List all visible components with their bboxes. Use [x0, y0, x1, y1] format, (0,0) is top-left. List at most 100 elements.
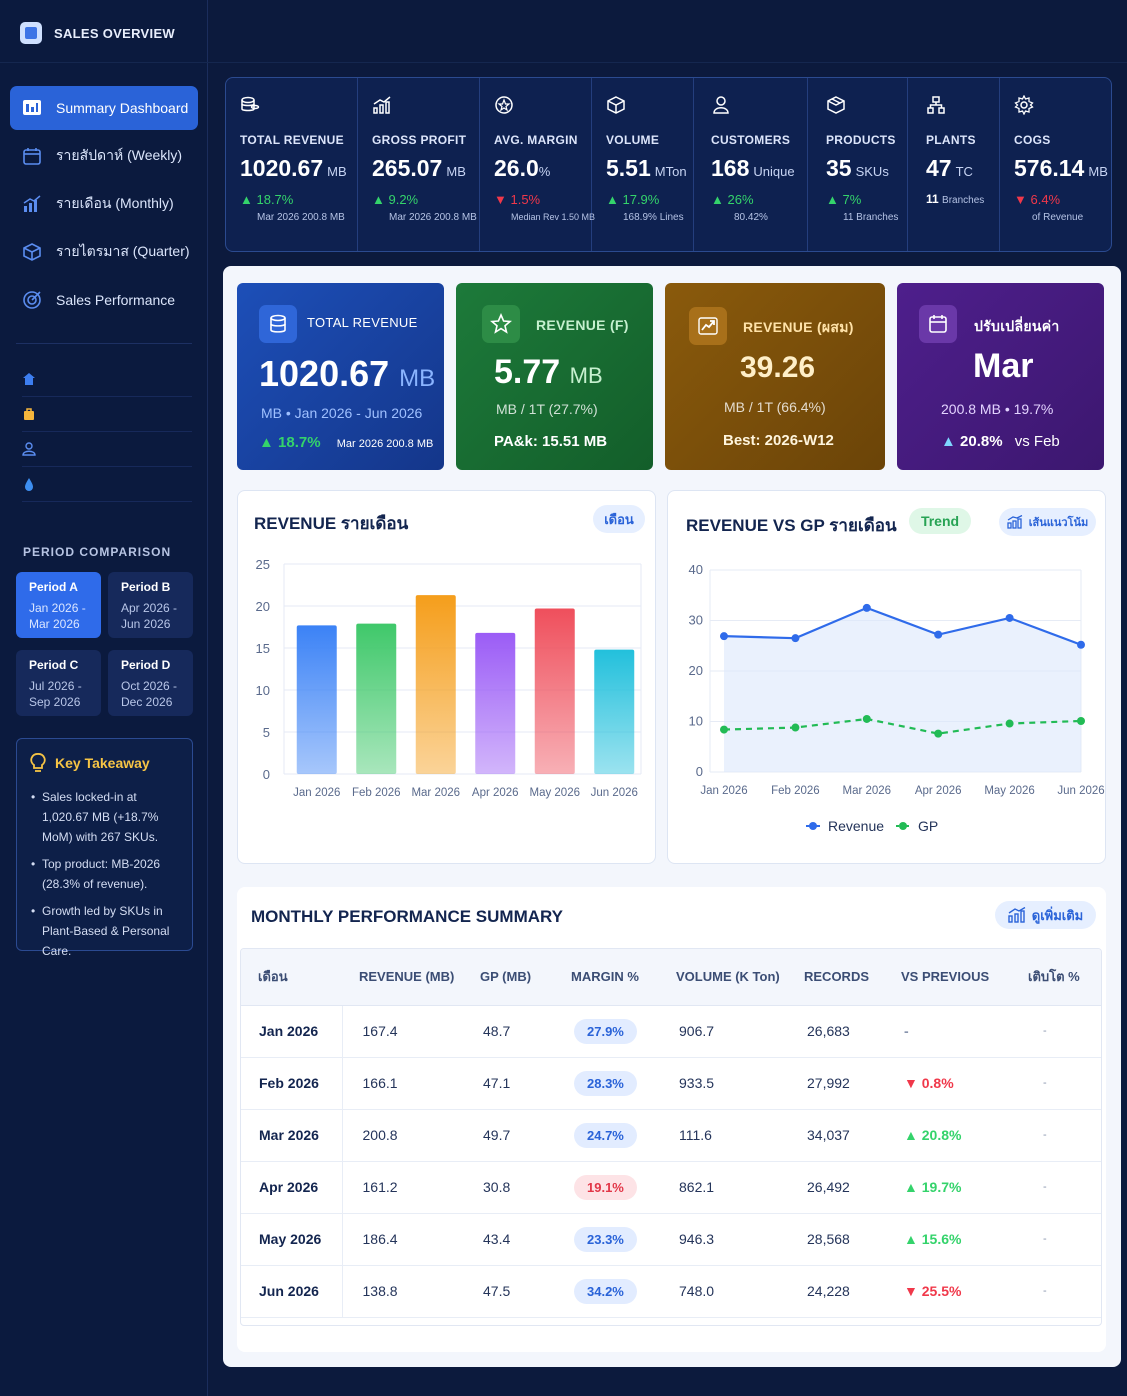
hero-title: REVENUE (ผสม) [743, 319, 854, 335]
vs-previous-value: - [904, 1023, 909, 1039]
revenue-vs-gp-line-chart: 0 10 20 30 40 Jan 2026 Feb 2026 Mar 2026 Apr 202… [689, 562, 1105, 834]
bar-jan-2026 [296, 625, 337, 774]
shortcut-user[interactable] [22, 432, 192, 467]
hero-value: 39.26 [740, 351, 816, 384]
period-a-button[interactable]: Period A Jan 2026 - Mar 2026 [16, 572, 101, 638]
cell-margin: 27.9% [554, 1005, 659, 1058]
view-more-button[interactable]: ดูเพิ่มเติม [995, 901, 1096, 929]
cube-icon [23, 243, 41, 261]
cell-gp: 47.1 [463, 1057, 554, 1110]
period-name: Period C [29, 658, 79, 672]
hero-value: Mar [973, 347, 1034, 385]
cell-records: 34,037 [787, 1109, 884, 1162]
hero-revenue-f[interactable]: REVENUE (F) 5.77 MB MB / 1T (27.7%) PA&k… [456, 283, 653, 470]
sidebar-item-label: รายเดือน (Monthly) [56, 195, 174, 211]
revenue-vs-gp-card: REVENUE VS GP รายเดือน Trend เส้นแนวโน้ม… [667, 490, 1106, 864]
hero-revenue-mixed[interactable]: REVENUE (ผสม) 39.26 MB / 1T (66.4%) Best… [665, 283, 885, 470]
target-icon [23, 291, 41, 309]
cell-growth: - [1011, 1057, 1101, 1110]
table-row[interactable]: Feb 2026 166.1 47.1 28.3% 933.5 27,992 ▼ 0.8% - [241, 1057, 1101, 1110]
hero-sub: MB / 1T (27.7%) [496, 401, 598, 417]
cell-margin: 23.3% [554, 1213, 659, 1266]
legend-label-revenue: Revenue [828, 818, 884, 834]
kpi-value: 35 SKUs [826, 155, 889, 181]
cell-vs-previous: - [884, 1005, 1011, 1058]
kpi-avg-margin[interactable]: AVG. MARGIN 26.0% ▼ 1.5% Median Rev 1.50… [480, 78, 595, 251]
hero-sub: 200.8 MB • 19.7% [941, 401, 1054, 417]
cell-margin: 34.2% [554, 1265, 659, 1318]
kpi-plants[interactable]: PLANTS 47 TC 11 Branches [908, 78, 1000, 251]
y-tick-label: 10 [689, 714, 703, 729]
cell-gp: 43.4 [463, 1213, 554, 1266]
margin-badge: 24.7% [574, 1122, 637, 1148]
period-range: Jan 2026 - Mar 2026 [29, 601, 86, 631]
sidebar-item-summary-dashboard[interactable]: Summary Dashboard [10, 86, 198, 130]
cell-gp: 30.8 [463, 1161, 554, 1214]
hero-total-revenue[interactable]: TOTAL REVENUE 1020.67 MB MB • Jan 2026 -… [237, 283, 444, 470]
trend-badge[interactable]: Trend [909, 508, 971, 534]
shortcut-bag[interactable] [22, 397, 192, 432]
col-revenue[interactable]: REVENUE (MB) [342, 949, 463, 1006]
col-records[interactable]: RECORDS [787, 949, 884, 1006]
shortcut-home[interactable] [22, 362, 192, 397]
series-line-revenue [723, 606, 1082, 646]
col-month[interactable]: เดือน [241, 949, 342, 1006]
col-volume[interactable]: VOLUME (K Ton) [659, 949, 787, 1006]
kpi-label: PLANTS [926, 133, 976, 147]
bar-chart-icon [23, 195, 41, 212]
takeaway-title: Key Takeaway [55, 755, 150, 771]
kpi-total-revenue[interactable]: TOTAL REVENUE 1020.67 MB ▲ 18.7% Mar 2026… [226, 78, 358, 251]
cell-vs-previous: ▼ 0.8% [884, 1057, 1011, 1110]
col-gp[interactable]: GP (MB) [463, 949, 554, 1006]
x-tick-label: Mar 2026 [411, 787, 460, 799]
month-filter-button[interactable]: เดือน [593, 505, 645, 533]
col-vs-previous[interactable]: VS PREVIOUS [884, 949, 1011, 1006]
cell-revenue: 138.8 [342, 1265, 463, 1318]
period-d-button[interactable]: Period D Oct 2026 - Dec 2026 [108, 650, 193, 716]
growth-chart-icon [373, 96, 391, 114]
kpi-change: 11 Branches [926, 192, 985, 206]
shortcut-drop[interactable] [22, 467, 192, 502]
header-divider [0, 62, 1127, 63]
period-b-button[interactable]: Period B Apr 2026 - Jun 2026 [108, 572, 193, 638]
period-c-button[interactable]: Period C Jul 2026 - Sep 2026 [16, 650, 101, 716]
period-range: Oct 2026 - Dec 2026 [121, 679, 178, 709]
kpi-customers[interactable]: CUSTOMERS 168 Unique ▲ 26% 80.42% [694, 78, 808, 251]
point-gp [862, 714, 871, 723]
col-margin[interactable]: MARGIN % [554, 949, 659, 1006]
table-row[interactable]: May 2026 186.4 43.4 23.3% 946.3 28,568 ▲ 15.6%… [241, 1213, 1101, 1266]
trendline-button[interactable]: เส้นแนวโน้ม [999, 508, 1096, 536]
cell-vs-previous: ▲ 15.6% [884, 1213, 1011, 1266]
sidebar-item-weekly[interactable]: รายสัปดาห์ (Weekly) [10, 134, 198, 178]
kpi-gross-profit[interactable]: GROSS PROFIT 265.07 MB ▲ 9.2% Mar 2026 20… [358, 78, 480, 251]
sidebar-item-sales-performance[interactable]: Sales Performance [10, 278, 198, 322]
kpi-products[interactable]: PRODUCTS 35 SKUs ▲ 7% 11 Branches [808, 78, 908, 251]
table-row[interactable]: Apr 2026 161.2 30.8 19.1% 862.1 26,492 ▲ 19.7%… [241, 1161, 1101, 1214]
y-tick-label: 40 [689, 562, 703, 577]
point-revenue [791, 634, 800, 643]
cell-growth: - [1011, 1161, 1101, 1214]
sidebar-item-monthly[interactable]: รายเดือน (Monthly) [10, 182, 198, 226]
margin-badge: 28.3% [574, 1070, 637, 1096]
sidebar-item-quarter[interactable]: รายไตรมาส (Quarter) [10, 230, 198, 274]
series-line-gp [723, 717, 1082, 735]
table-row[interactable]: Mar 2026 200.8 49.7 24.7% 111.6 34,037 ▲ 20.8%… [241, 1109, 1101, 1162]
cell-records: 26,683 [787, 1005, 884, 1058]
col-growth[interactable]: เติบโต % [1011, 949, 1101, 1006]
hero-adjustment[interactable]: ปรับเปลี่ยนค่า Mar 200.8 MB • 19.7% ▲ 20… [897, 283, 1104, 470]
app-brand[interactable]: SALES OVERVIEW [20, 22, 175, 44]
cell-gp: 47.5 [463, 1265, 554, 1318]
vs-previous-value: ▲ 19.7% [904, 1179, 962, 1195]
network-icon [927, 96, 945, 114]
kpi-cogs[interactable]: COGS 576.14 MB ▼ 6.4% of Revenue [1000, 78, 1110, 251]
y-tick-label: 5 [263, 725, 270, 740]
table-row[interactable]: Jun 2026 138.8 47.5 34.2% 748.0 24,228 ▼ 25.5%… [241, 1265, 1101, 1318]
cell-margin: 19.1% [554, 1161, 659, 1214]
x-tick-label: Apr 2026 [915, 785, 962, 797]
kpi-volume[interactable]: VOLUME 5.51 MTon ▲ 17.9% 168.9% Lines [592, 78, 694, 251]
revenue-area [724, 607, 1081, 772]
table-row[interactable]: Jan 2026 167.4 48.7 27.9% 906.7 26,683 - - [241, 1005, 1101, 1058]
point-revenue [862, 603, 871, 612]
bar-mar-2026 [415, 595, 456, 774]
kpi-value: 168 Unique [711, 155, 795, 181]
